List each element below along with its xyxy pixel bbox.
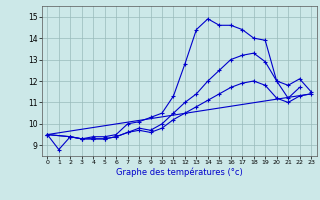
X-axis label: Graphe des températures (°c): Graphe des températures (°c): [116, 168, 243, 177]
